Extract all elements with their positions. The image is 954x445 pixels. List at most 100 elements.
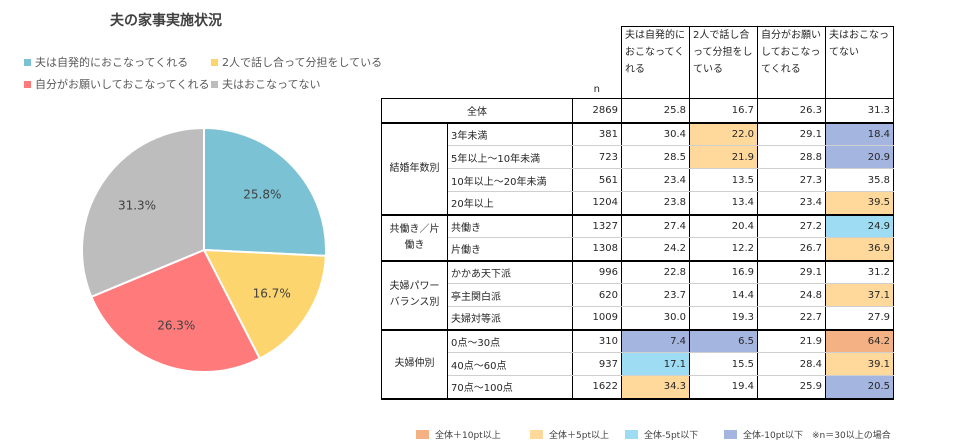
- cell-value: 22.7: [757, 306, 826, 331]
- group-label: 夫婦仲別: [381, 329, 448, 400]
- cell-value: 34.3: [621, 375, 690, 400]
- legend-swatch: [211, 58, 218, 66]
- cell-value: 12.2: [689, 237, 758, 262]
- row-n: 1204: [572, 191, 622, 216]
- highlight-label: 全体-5pt以下: [644, 431, 699, 441]
- row-label: 0点～30点: [447, 329, 573, 353]
- table-row: 40点～60点 937 17.1 15.5 28.4 39.1: [382, 352, 894, 376]
- highlight-label: 全体＋5pt以上: [549, 431, 609, 441]
- highlight-legend-item: 全体-10pt以下: [724, 428, 803, 441]
- cell-value: 26.7: [757, 237, 826, 262]
- cell-value: 29.1: [757, 260, 826, 284]
- cell-value: 6.5: [689, 329, 758, 353]
- cell-value: 25.8: [621, 98, 690, 124]
- row-label: 全体: [381, 98, 573, 124]
- cell-value: 31.2: [825, 260, 894, 284]
- legend-item: 夫はおこなってない: [211, 76, 320, 92]
- table-row: 夫婦仲別 0点～30点 310 7.4 6.5 21.9 64.2: [381, 329, 894, 400]
- row-n: 620: [572, 283, 622, 307]
- cell-value: 14.4: [689, 283, 758, 307]
- cell-value: 27.4: [621, 214, 690, 238]
- header-col-2: 2人で話し合って分担をしている: [689, 26, 758, 99]
- cell-value: 27.9: [825, 306, 894, 331]
- footer-note: ※n＝30以上の場合: [812, 431, 891, 441]
- row-n: 2869: [572, 98, 622, 124]
- cell-value: 30.4: [621, 122, 690, 146]
- cell-value: 64.2: [825, 329, 894, 353]
- cell-value: 7.4: [621, 329, 690, 353]
- table-row: 夫婦対等派 1009 30.0 19.3 22.7 27.9: [382, 306, 894, 331]
- pie-value-label: 31.3%: [118, 198, 156, 212]
- cell-value: 19.3: [689, 306, 758, 331]
- row-label: 70点～100点: [447, 375, 573, 400]
- cell-value: 16.7: [689, 98, 758, 124]
- table-row: 70点～100点 1622 34.3 19.4 25.9 20.5: [382, 375, 894, 400]
- row-label: 5年以上～10年未満: [447, 145, 573, 169]
- cell-value: 36.9: [825, 237, 894, 262]
- row-label: 共働き: [447, 214, 573, 238]
- row-n: 996: [572, 260, 622, 284]
- cell-value: 23.8: [621, 191, 690, 216]
- pie-slice: [203, 126, 327, 257]
- legend-label: 2人で話し合って分担をしている: [222, 56, 383, 69]
- row-n: 1622: [572, 375, 622, 400]
- legend-label: 夫はおこなってない: [222, 78, 321, 91]
- cell-value: 24.9: [825, 214, 894, 238]
- cell-value: 16.9: [689, 260, 758, 284]
- cell-value: 39.1: [825, 352, 894, 376]
- row-label: かかあ天下派: [447, 260, 573, 284]
- table-row: 20年以上 1204 23.8 13.4 23.4 39.5: [382, 191, 894, 216]
- cell-value: 23.4: [621, 168, 690, 192]
- row-label: 20年以上: [447, 191, 573, 216]
- header-col-3: 自分がお願いしておこなってくれる: [757, 26, 826, 99]
- cell-value: 18.4: [825, 122, 894, 146]
- cell-value: 28.4: [757, 352, 826, 376]
- table-row: 10年以上～20年未満 561 23.4 13.5 27.3 35.8: [382, 168, 894, 192]
- cell-value: 37.1: [825, 283, 894, 307]
- row-label: 10年以上～20年未満: [447, 168, 573, 192]
- header-n: n: [593, 84, 600, 95]
- highlight-swatch: [625, 430, 638, 439]
- data-table: n 夫は自発的におこなってくれる 2人で話し合って分担をしている 自分がお願いし…: [381, 26, 894, 400]
- cell-value: 22.8: [621, 260, 690, 284]
- cell-value: 28.8: [757, 145, 826, 169]
- cell-value: 23.4: [757, 191, 826, 216]
- cell-value: 13.5: [689, 168, 758, 192]
- pie-slice: [81, 126, 205, 299]
- cell-value: 25.9: [757, 375, 826, 400]
- row-label: 亭主関白派: [447, 283, 573, 307]
- row-n: 1308: [572, 237, 622, 262]
- row-label: 3年未満: [447, 122, 573, 146]
- legend-label: 自分がお願いしておこなってくれる: [35, 78, 210, 91]
- highlight-legend-item: 全体＋5pt以上: [530, 428, 609, 441]
- chart-title: 夫の家事実施状況: [110, 13, 222, 29]
- row-n: 381: [572, 122, 622, 146]
- cell-value: 29.1: [757, 122, 826, 146]
- row-label: 夫婦対等派: [447, 306, 573, 331]
- group-label: 夫婦パワーバランス別: [381, 260, 448, 331]
- cell-value: 27.2: [757, 214, 826, 238]
- row-n: 1327: [572, 214, 622, 238]
- cell-value: 17.1: [621, 352, 690, 376]
- pie-value-label: 16.7%: [253, 287, 291, 301]
- table-row-total: 全体 2869 25.8 16.7 26.3 31.3: [381, 98, 894, 124]
- row-n: 723: [572, 145, 622, 169]
- table-row: 片働き 1308 24.2 12.2 26.7 36.9: [382, 237, 894, 262]
- cell-value: 24.2: [621, 237, 690, 262]
- group-label: 共働き／片働き: [381, 214, 448, 262]
- table-row: 5年以上～10年未満 723 28.5 21.9 28.8 20.9: [382, 145, 894, 169]
- table-row: 亭主関白派 620 23.7 14.4 24.8 37.1: [382, 283, 894, 307]
- highlight-swatch: [416, 430, 429, 439]
- table-row: 共働き／片働き 共働き 1327 27.4 20.4 27.2 24.9: [381, 214, 894, 262]
- cell-value: 13.4: [689, 191, 758, 216]
- highlight-label: 全体-10pt以下: [743, 431, 803, 441]
- highlight-swatch: [724, 430, 737, 439]
- cell-value: 39.5: [825, 191, 894, 216]
- highlight-legend-item: 全体-5pt以下: [625, 428, 698, 441]
- cell-value: 15.5: [689, 352, 758, 376]
- cell-value: 20.4: [689, 214, 758, 238]
- row-n: 310: [572, 329, 622, 353]
- header-blank: [382, 27, 448, 99]
- cell-value: 30.0: [621, 306, 690, 331]
- pie-slice: [90, 248, 262, 373]
